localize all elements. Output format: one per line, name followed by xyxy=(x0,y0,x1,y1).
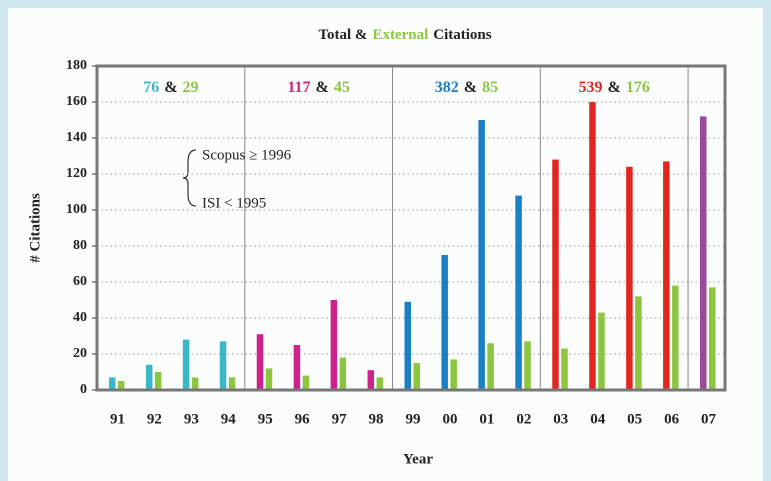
x-tick-label: 96 xyxy=(295,411,311,427)
bar xyxy=(552,159,559,390)
bar xyxy=(228,377,236,390)
y-tick-label: 60 xyxy=(73,274,87,289)
bar xyxy=(154,372,162,390)
bar xyxy=(256,334,264,390)
x-tick-label: 99 xyxy=(406,411,421,427)
bar xyxy=(663,161,670,390)
y-tick-label: 160 xyxy=(66,94,87,109)
bar xyxy=(265,368,273,390)
bar xyxy=(515,195,522,390)
bar xyxy=(367,370,375,390)
group-joiner: & xyxy=(164,79,177,96)
group-label: 539 & 176 xyxy=(579,79,650,96)
group-label: 76 & 29 xyxy=(143,79,198,96)
group-label: 117 & 45 xyxy=(287,79,349,96)
group-external: 85 xyxy=(482,79,498,96)
bar xyxy=(117,381,125,390)
group-external: 176 xyxy=(626,79,650,96)
bar xyxy=(672,285,679,390)
group-total: 539 xyxy=(579,79,603,96)
x-tick-label: 04 xyxy=(590,411,606,427)
group-label: 382 & 85 xyxy=(435,79,498,96)
group-external: 45 xyxy=(334,79,350,96)
bar xyxy=(376,377,384,390)
bar xyxy=(709,287,716,390)
y-tick-label: 20 xyxy=(73,346,87,361)
chart-title: Total & External Citations xyxy=(318,27,491,43)
group-joiner: & xyxy=(316,79,329,96)
bar xyxy=(524,341,531,390)
x-tick-label: 95 xyxy=(258,411,273,427)
x-tick-label: 01 xyxy=(479,411,494,427)
x-tick-label: 06 xyxy=(664,411,680,427)
group-external: 29 xyxy=(183,79,199,96)
group-total: 117 xyxy=(287,79,310,96)
group-total: 382 xyxy=(435,79,459,96)
group-joiner: & xyxy=(464,79,477,96)
x-tick-label: 94 xyxy=(221,411,237,427)
bar xyxy=(450,359,457,390)
note: ISI < 1995 xyxy=(202,195,266,211)
bar xyxy=(404,301,411,390)
y-tick-label: 100 xyxy=(66,202,87,217)
y-tick-label: 120 xyxy=(66,166,87,181)
title-part: Total & xyxy=(318,27,367,43)
x-tick-label: 05 xyxy=(627,411,642,427)
bar xyxy=(413,363,420,390)
bar xyxy=(330,300,338,390)
bar xyxy=(191,377,199,390)
x-tick-label: 00 xyxy=(442,411,457,427)
brace xyxy=(182,149,197,207)
bar xyxy=(700,116,707,391)
note: Scopus ≥ 1996 xyxy=(202,147,292,163)
bar xyxy=(635,296,642,390)
group-joiner: & xyxy=(608,79,621,96)
bar xyxy=(478,120,485,390)
bar xyxy=(339,357,347,390)
bar xyxy=(293,345,301,390)
x-axis-label: Year xyxy=(403,451,433,467)
bar xyxy=(626,166,633,390)
x-tick-label: 98 xyxy=(369,411,384,427)
y-tick-label: 0 xyxy=(80,382,87,397)
bar xyxy=(219,341,227,390)
y-tick-label: 140 xyxy=(66,130,87,145)
bar xyxy=(441,255,448,390)
x-tick-label: 02 xyxy=(516,411,531,427)
bar xyxy=(561,348,568,390)
title-part: External xyxy=(372,27,428,43)
bar xyxy=(108,377,116,390)
y-tick-label: 180 xyxy=(66,58,87,73)
bar xyxy=(145,364,153,390)
x-tick-label: 92 xyxy=(147,411,162,427)
plot-frame xyxy=(95,64,727,392)
y-tick-label: 40 xyxy=(73,310,87,325)
bar xyxy=(487,343,494,390)
x-tick-label: 03 xyxy=(553,411,568,427)
bar xyxy=(182,339,190,390)
x-tick-label: 07 xyxy=(701,411,717,427)
bar xyxy=(589,102,596,390)
bar xyxy=(598,312,605,390)
y-tick-label: 80 xyxy=(73,238,87,253)
group-total: 76 xyxy=(143,79,159,96)
bar xyxy=(302,375,310,390)
x-tick-label: 93 xyxy=(184,411,199,427)
panel xyxy=(8,8,763,481)
x-tick-label: 91 xyxy=(110,411,125,427)
x-tick-label: 97 xyxy=(332,411,348,427)
y-axis-label: # Citations xyxy=(27,193,43,263)
title-part: Citations xyxy=(433,27,492,43)
